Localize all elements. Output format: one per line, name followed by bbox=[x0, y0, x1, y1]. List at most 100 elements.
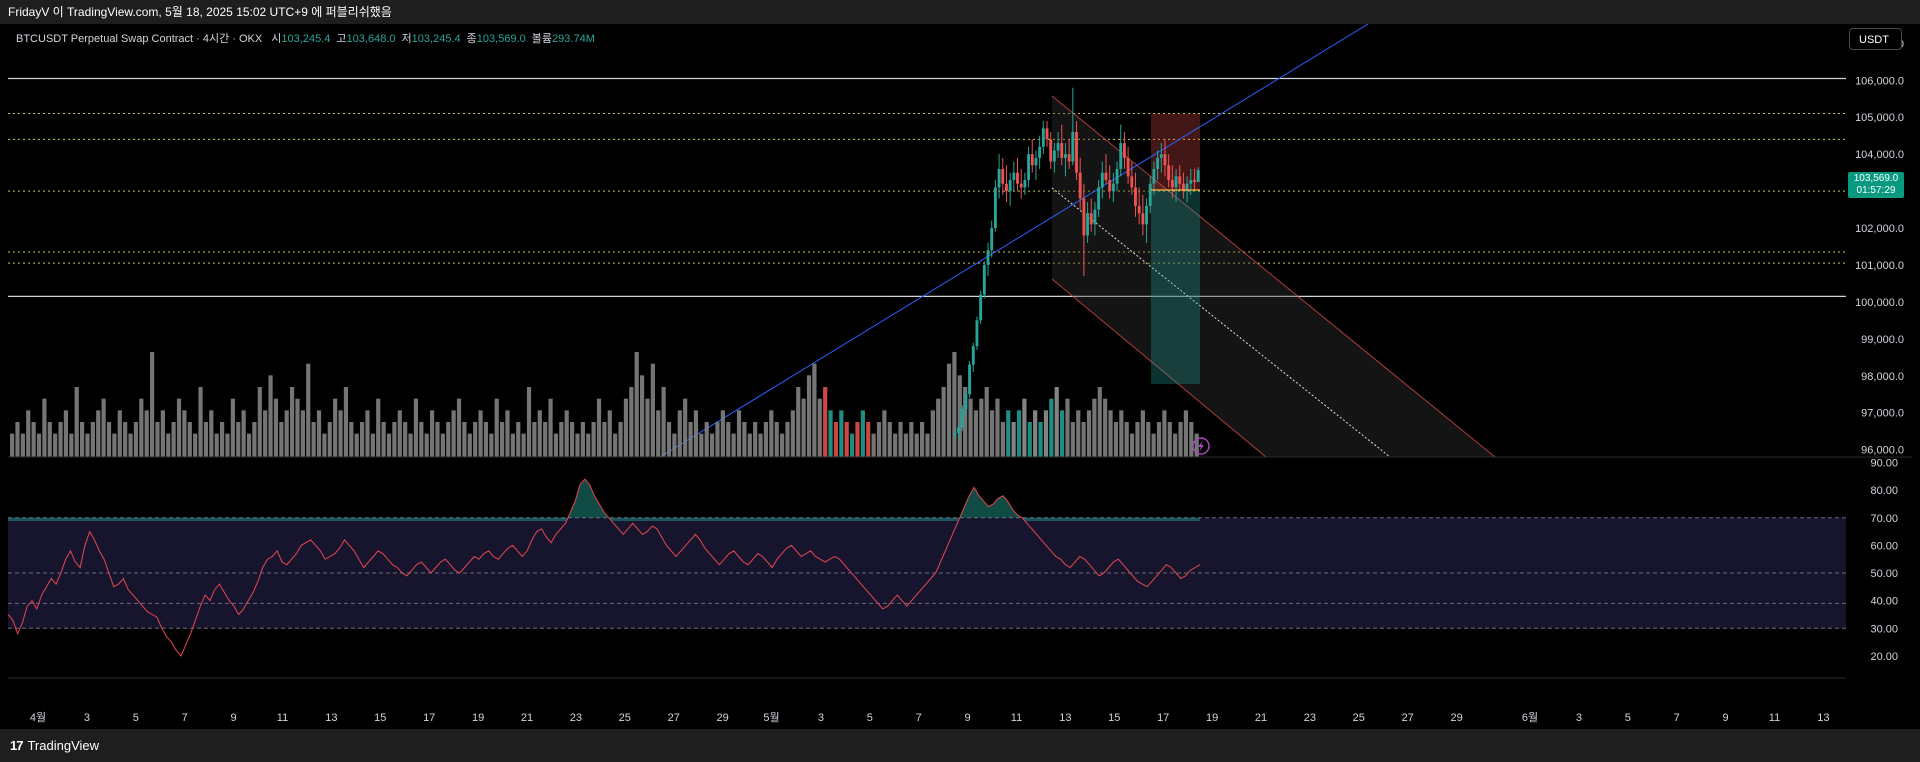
candle-body bbox=[1156, 157, 1160, 169]
volume-bar bbox=[521, 433, 526, 457]
candle-body bbox=[1012, 172, 1016, 181]
volume-bar bbox=[586, 433, 591, 457]
date-tick-label: 7 bbox=[1674, 712, 1680, 724]
candle-body bbox=[1174, 176, 1178, 188]
candle-body bbox=[1008, 180, 1012, 192]
rsi-axis[interactable]: 90.00 80.00 70.00 60.00 50.00 40.00 30.00 20.00 bbox=[1870, 458, 1898, 663]
candle-body bbox=[957, 427, 960, 433]
volume-bar bbox=[806, 375, 812, 457]
volume-bar bbox=[381, 422, 386, 457]
blue-trendline[interactable] bbox=[659, 24, 1369, 457]
volume-bar bbox=[128, 433, 133, 457]
rsi-tick-label: 90.00 bbox=[1870, 458, 1898, 470]
volume-bar bbox=[47, 422, 52, 457]
volume-bar bbox=[812, 363, 817, 457]
high-label: 고 bbox=[336, 33, 347, 45]
rsi-tick-label: 30.00 bbox=[1870, 623, 1898, 635]
volume-bar bbox=[1097, 387, 1102, 457]
volume-bar bbox=[876, 422, 882, 457]
candle-body bbox=[953, 432, 957, 435]
date-tick-label: 27 bbox=[1402, 712, 1414, 724]
volume-bar bbox=[860, 410, 865, 457]
symbol-legend[interactable]: BTCUSDT Perpetual Swap Contract · 4시간 · … bbox=[16, 30, 595, 46]
rsi-tick-label: 40.00 bbox=[1870, 596, 1898, 608]
volume-bar bbox=[1103, 398, 1108, 457]
date-tick-label: 3 bbox=[84, 712, 90, 724]
date-tick-label: 11 bbox=[1011, 712, 1022, 724]
candle-body bbox=[993, 187, 997, 229]
volume-bar bbox=[844, 422, 849, 457]
volume-bar bbox=[693, 410, 699, 457]
volume-bar bbox=[467, 433, 472, 457]
date-tick-label: 23 bbox=[570, 712, 582, 724]
volume-bar bbox=[408, 433, 413, 457]
volume-bar bbox=[311, 422, 316, 457]
candle-body bbox=[1167, 165, 1171, 181]
candle-body bbox=[982, 264, 986, 295]
date-tick-label: 17 bbox=[423, 712, 435, 724]
volume-bar bbox=[833, 422, 839, 457]
volume-bar bbox=[112, 433, 117, 457]
volume-bar bbox=[419, 422, 424, 457]
rsi-levels bbox=[8, 517, 1846, 629]
volume-bars bbox=[10, 352, 1199, 457]
tradingview-logo[interactable]: 17 TradingView bbox=[10, 738, 99, 753]
volume-bar bbox=[543, 422, 548, 457]
volume-bar bbox=[456, 398, 462, 457]
volume-bar bbox=[1027, 422, 1032, 457]
candle-body bbox=[1108, 180, 1112, 192]
rsi-pane[interactable] bbox=[8, 478, 1846, 657]
candle-body bbox=[1134, 187, 1137, 206]
volume-bar bbox=[214, 433, 219, 457]
volume-bar bbox=[494, 398, 499, 457]
date-tick-label: 27 bbox=[668, 712, 680, 724]
volume-bar bbox=[914, 433, 919, 457]
position-target-zone[interactable] bbox=[1151, 190, 1200, 384]
date-tick-label: 25 bbox=[1353, 712, 1365, 724]
price-tick-label: 104,000.0 bbox=[1855, 149, 1904, 161]
time-axis[interactable]: 4월 3 5 7 9 11 13 15 17 19 21 23 25 27 29 5월 3 5 7 9 11 13 15 17… bbox=[30, 711, 1830, 724]
date-tick-label: 13 bbox=[325, 712, 337, 724]
footer-bar: 17 TradingView bbox=[0, 729, 1920, 762]
candle-body bbox=[979, 294, 983, 321]
volume-bar bbox=[742, 422, 747, 457]
volume-bar bbox=[623, 398, 629, 457]
price-axis[interactable]: 107,000.0106,000.0105,000.0104,000.0103,… bbox=[1855, 38, 1904, 456]
volume-bar bbox=[263, 410, 268, 457]
volume-bar bbox=[796, 387, 801, 457]
symbol-name[interactable]: BTCUSDT Perpetual Swap Contract · 4시간 · … bbox=[16, 33, 263, 45]
volume-bar bbox=[370, 433, 375, 457]
candle-body bbox=[1185, 183, 1189, 192]
volume-bar bbox=[236, 422, 241, 457]
date-tick-label: 25 bbox=[619, 712, 631, 724]
currency-button[interactable]: USDT bbox=[1849, 28, 1902, 50]
candle-body bbox=[968, 364, 972, 395]
volume-value: 293.74M bbox=[552, 33, 595, 45]
volume-bar bbox=[1156, 422, 1162, 457]
volume-bar bbox=[618, 422, 623, 457]
volume-bar bbox=[1016, 410, 1022, 457]
lightning-icon[interactable] bbox=[1192, 437, 1210, 455]
candle-body bbox=[1052, 150, 1056, 162]
date-tick-label: 6월 bbox=[1522, 711, 1538, 724]
close-value: 103,569.0 bbox=[476, 33, 526, 45]
date-tick-label: 23 bbox=[1304, 712, 1316, 724]
chart-svg[interactable]: 107,000.0106,000.0105,000.0104,000.0103,… bbox=[8, 24, 1912, 729]
volume-bar bbox=[661, 387, 666, 457]
regression-channel[interactable] bbox=[1051, 95, 1496, 457]
date-tick-label: 21 bbox=[521, 712, 533, 724]
candle-body bbox=[1082, 198, 1086, 236]
volume-bar bbox=[650, 363, 655, 457]
volume-bar bbox=[596, 398, 602, 457]
volume-bar bbox=[1006, 410, 1011, 457]
volume-bar bbox=[893, 433, 898, 457]
volume-bar bbox=[957, 375, 962, 457]
volume-bar bbox=[1011, 422, 1016, 457]
chart-area[interactable]: 107,000.0106,000.0105,000.0104,000.0103,… bbox=[8, 24, 1912, 729]
candle-body bbox=[1137, 205, 1141, 214]
rsi-tick-label: 70.00 bbox=[1870, 513, 1898, 525]
rsi-line bbox=[8, 478, 1201, 657]
volume-bar bbox=[284, 410, 289, 457]
volume-bar bbox=[747, 433, 752, 457]
volume-bar bbox=[349, 422, 354, 457]
